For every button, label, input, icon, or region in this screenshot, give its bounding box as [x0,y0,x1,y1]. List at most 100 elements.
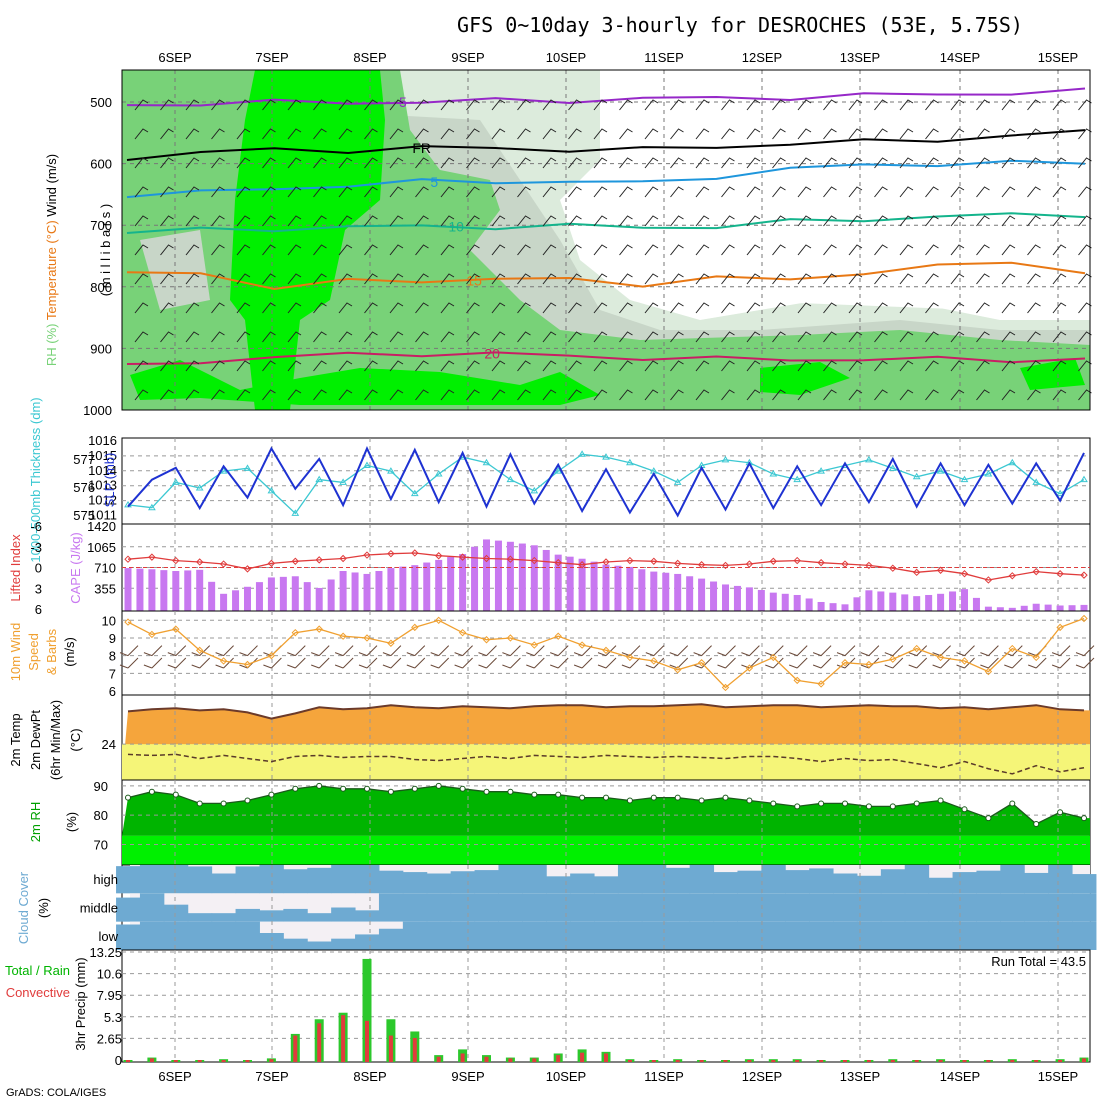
lifted-index-point-9 [339,554,347,563]
wind-barb [313,128,327,140]
wind-barb [236,331,251,343]
cloud-bar-high-0 [116,866,141,894]
rh2m-point-1 [148,788,155,795]
wind-barb [262,215,276,227]
wind-barb [517,157,531,169]
wind-speed-point-8 [315,625,323,633]
cape-bar-30 [841,604,849,611]
upper-ytick: 700 [90,218,112,233]
wind-barb [823,157,837,169]
cloud-bar-middle-26 [737,893,762,922]
wind-barb [211,331,225,343]
cloud-bar-middle-10 [355,910,380,922]
lifted-index-point-34 [936,566,945,574]
rh2m-point-35 [961,806,968,813]
precip-conv-bar-30 [843,1060,847,1062]
wind-barb [721,157,735,169]
rh2m-point-13 [435,782,442,789]
wind-speed-point-17 [530,641,539,649]
wind-barb [695,215,710,227]
wind-barb [695,186,710,198]
cape-bar-mid-8 [327,579,335,611]
wind-barb [568,331,582,343]
wind-barb [746,99,761,111]
rh2m-point-0 [125,794,131,801]
lifted-index-point-8 [315,556,323,564]
wind-barb [1001,157,1016,169]
precip-conv-bar-25 [723,1060,728,1062]
lifted-index-point-33 [912,568,921,577]
wind-barb [797,273,812,285]
rh2m-point-4 [220,800,227,807]
lifted-index-point-29 [817,558,825,567]
cloud-bar-high-40 [1072,874,1097,894]
lifted-index-point-17 [530,556,539,565]
cloud-bar-low-7 [283,938,308,950]
wind-barb [644,360,659,372]
cloud-bar-low-16 [498,921,523,950]
wind-barb [772,360,786,372]
wind-barb [695,157,710,169]
rh2m-point-2 [172,791,179,798]
precip-ytick: 2.65 [97,1031,122,1046]
wind-barb [211,99,225,111]
precip-conv-bar-9 [341,1015,346,1062]
lifted-index-point-28 [793,556,801,565]
cloud-bar-middle-37 [1000,893,1025,922]
precip-conv-bar-31 [866,1060,871,1062]
wind-barb [593,360,608,372]
wind-barb-10m-lower-39 [1051,657,1071,669]
wind-speed-point-31 [865,660,873,669]
wind-barb [1052,128,1067,140]
wind-barb [491,244,506,256]
cloud-bar-high-1 [139,865,165,894]
cloud-bar-low-38 [1024,921,1049,950]
lifted-index-point-5 [243,565,252,573]
upper-ylabel: RH (%) Temperature (°C) Wind (m/s) [44,154,59,366]
date-label-bottom-9sep: 9SEP [451,1069,484,1084]
lifted-index-point-36 [984,576,993,584]
rh2m-point-40 [1081,815,1087,822]
wind-barb [440,273,455,285]
wind-barb [160,99,174,111]
wind-barb [466,186,480,198]
wind-barb [389,157,404,169]
wind-barb [976,186,990,198]
precip-conv-bar-10 [365,1020,369,1062]
rh2m-point-17 [531,791,538,798]
rh-bright-column [230,70,385,410]
wind-barb [338,244,353,256]
cape-bar-mid-38 [1044,604,1052,611]
wind-barb [797,99,812,111]
wind-barb [313,99,327,111]
wind-barb [415,99,429,111]
precip-conv-bar-3 [197,1060,202,1062]
wind-barb [1001,360,1016,372]
rh2m-point-23 [674,794,681,801]
cloud-bar-low-33 [904,921,930,950]
wind-barb [185,389,200,401]
precip-ytick: 0 [115,1053,122,1068]
wind-barb [695,128,710,140]
wind-barb [517,389,531,401]
wind-speed-point-22 [650,657,658,665]
wind-barb [848,389,863,401]
wind-speed-point-38 [1032,653,1040,662]
wind-barb [440,157,455,169]
wind-speed-point-39 [1056,623,1064,632]
wind-barb-10m-lower-29 [812,657,832,669]
wind-barb [262,157,276,169]
cape-bar-20 [602,564,610,611]
wind-barb [1001,128,1016,140]
temp-ytick: 24 [102,737,116,752]
rh2m-point-25 [722,794,729,801]
precip-conv-bar-24 [699,1060,704,1062]
cloud-bar-low-10 [355,934,380,950]
date-label-bottom-11sep: 11SEP [644,1069,684,1084]
wind-barb [695,331,710,343]
wind-barb [721,360,735,372]
cape-bar-35 [961,589,968,611]
lifted-index-point-25 [721,561,730,570]
wind-barb [1027,389,1041,401]
wind-barb [466,389,480,401]
